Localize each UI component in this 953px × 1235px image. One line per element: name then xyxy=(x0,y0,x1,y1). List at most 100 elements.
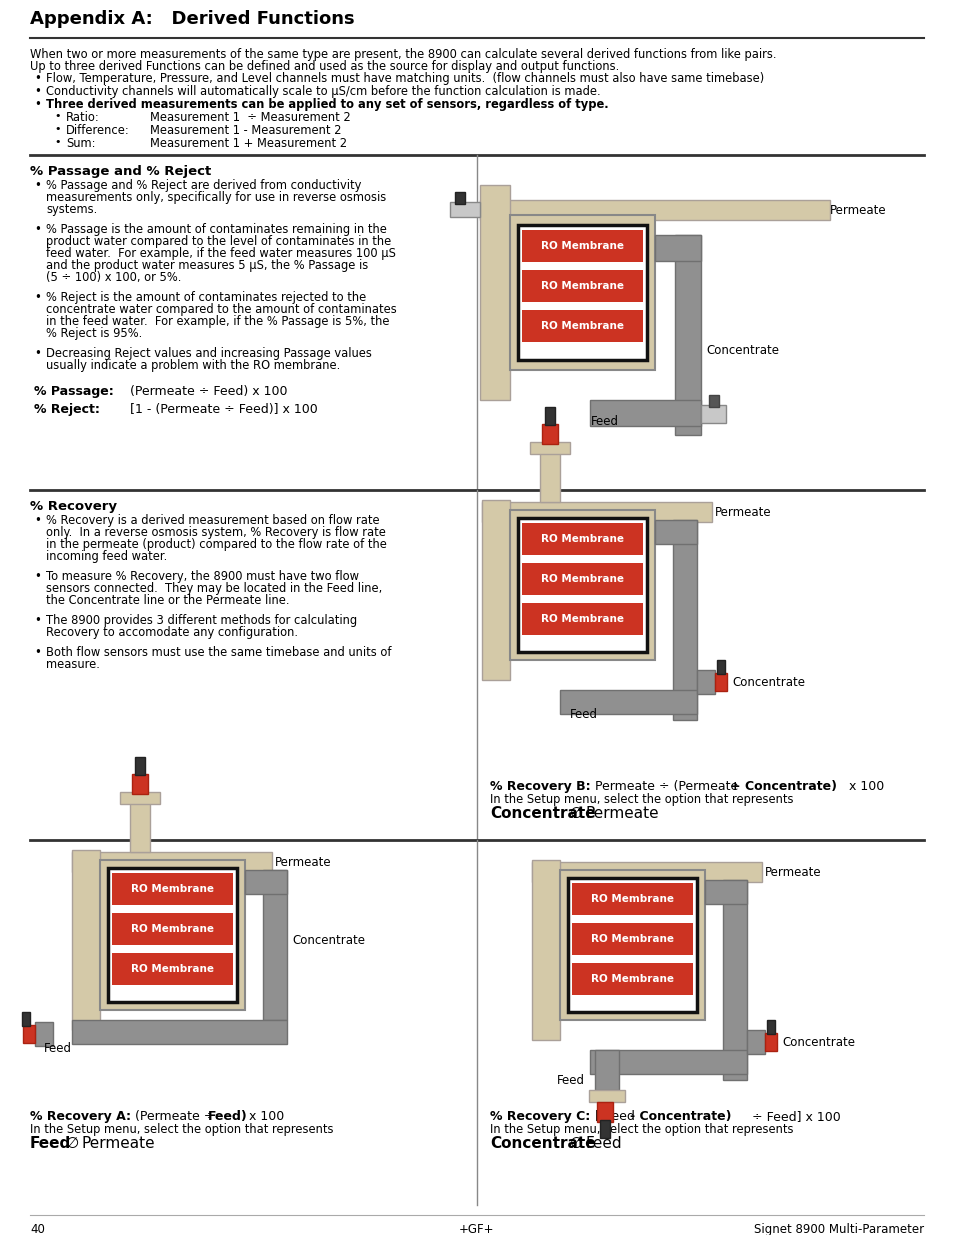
Bar xyxy=(112,953,233,986)
Bar xyxy=(589,1050,746,1074)
Text: Feed: Feed xyxy=(590,415,618,429)
Text: % Recovery A:: % Recovery A: xyxy=(30,1110,131,1123)
Text: •: • xyxy=(34,614,41,627)
Text: Concentrate: Concentrate xyxy=(781,1035,854,1049)
Text: •: • xyxy=(54,137,60,147)
Text: [1 - (Permeate ÷ Feed)] x 100: [1 - (Permeate ÷ Feed)] x 100 xyxy=(130,403,317,416)
Text: Permeate: Permeate xyxy=(82,1136,155,1151)
Text: RO Membrane: RO Membrane xyxy=(131,965,213,974)
Text: ÷ Feed] x 100: ÷ Feed] x 100 xyxy=(747,1110,840,1123)
Text: % Recovery C:: % Recovery C: xyxy=(490,1110,590,1123)
Text: % Reject is 95%.: % Reject is 95%. xyxy=(46,327,142,340)
Text: RO Membrane: RO Membrane xyxy=(540,534,623,543)
Bar xyxy=(521,522,642,555)
Text: + Concentrate): + Concentrate) xyxy=(729,781,836,793)
Bar xyxy=(746,1030,764,1053)
Bar xyxy=(764,1032,776,1051)
Bar xyxy=(766,1020,774,1034)
Text: Both flow sensors must use the same timebase and units of: Both flow sensors must use the same time… xyxy=(46,646,391,659)
Text: •: • xyxy=(34,291,41,304)
Text: ∅: ∅ xyxy=(569,806,582,821)
Bar xyxy=(455,191,464,204)
Bar xyxy=(595,1050,618,1091)
Text: measure.: measure. xyxy=(46,658,100,671)
Bar xyxy=(120,792,160,804)
Text: RO Membrane: RO Membrane xyxy=(131,924,213,934)
Text: Flow, Temperature, Pressure, and Level channels must have matching units.  (flow: Flow, Temperature, Pressure, and Level c… xyxy=(46,72,763,85)
Bar xyxy=(539,452,559,501)
Text: Measurement 1 + Measurement 2: Measurement 1 + Measurement 2 xyxy=(150,137,347,149)
Text: RO Membrane: RO Membrane xyxy=(540,282,623,291)
Text: •: • xyxy=(34,72,41,85)
Text: and the product water measures 5 μS, the % Passage is: and the product water measures 5 μS, the… xyxy=(46,259,368,272)
Text: % Reject is the amount of contaminates rejected to the: % Reject is the amount of contaminates r… xyxy=(46,291,366,304)
Text: RO Membrane: RO Membrane xyxy=(540,321,623,331)
Text: usually indicate a problem with the RO membrane.: usually indicate a problem with the RO m… xyxy=(46,359,340,372)
Text: Three derived measurements can be applied to any set of sensors, regardless of t: Three derived measurements can be applie… xyxy=(46,98,608,111)
Text: Feed: Feed xyxy=(30,1136,71,1151)
Text: In the Setup menu, select the option that represents: In the Setup menu, select the option tha… xyxy=(30,1123,334,1136)
Text: Difference:: Difference: xyxy=(66,124,130,137)
Bar xyxy=(559,690,697,714)
Text: 40: 40 xyxy=(30,1223,45,1235)
Text: Permeate: Permeate xyxy=(829,204,885,216)
Text: Feed: Feed xyxy=(557,1073,584,1087)
Bar xyxy=(100,860,245,1010)
Text: Permeate: Permeate xyxy=(764,866,821,878)
Text: only.  In a reverse osmosis system, % Recovery is flow rate: only. In a reverse osmosis system, % Rec… xyxy=(46,526,385,538)
Text: Concentrate: Concentrate xyxy=(705,343,779,357)
Bar xyxy=(132,774,148,794)
Text: x 100: x 100 xyxy=(245,1110,284,1123)
Text: In the Setup menu, select the option that represents: In the Setup menu, select the option tha… xyxy=(490,793,793,806)
Text: Ratio:: Ratio: xyxy=(66,111,100,124)
Bar xyxy=(530,442,569,454)
Bar xyxy=(71,1020,287,1044)
Text: Feed: Feed xyxy=(44,1041,71,1055)
Text: x 100: x 100 xyxy=(844,781,883,793)
Text: % Passage is the amount of contaminates remaining in the: % Passage is the amount of contaminates … xyxy=(46,224,387,236)
Bar xyxy=(517,517,646,652)
Text: % Passage:: % Passage: xyxy=(34,385,113,398)
Bar xyxy=(655,235,700,261)
Text: RO Membrane: RO Membrane xyxy=(590,974,673,984)
Bar xyxy=(697,671,714,694)
Text: The 8900 provides 3 different methods for calculating: The 8900 provides 3 different methods fo… xyxy=(46,614,356,627)
Text: RO Membrane: RO Membrane xyxy=(131,884,213,894)
Text: •: • xyxy=(34,646,41,659)
Bar xyxy=(71,850,100,1030)
Text: RO Membrane: RO Membrane xyxy=(590,894,673,904)
Bar xyxy=(567,878,697,1011)
Text: % Recovery: % Recovery xyxy=(30,500,117,513)
Text: RO Membrane: RO Membrane xyxy=(590,934,673,944)
Bar xyxy=(112,913,233,945)
Bar xyxy=(717,659,724,674)
Bar xyxy=(22,1011,30,1026)
Text: •: • xyxy=(34,85,41,98)
Bar xyxy=(541,424,558,445)
Text: RO Membrane: RO Membrane xyxy=(540,241,623,251)
Text: When two or more measurements of the same type are present, the 8900 can calcula: When two or more measurements of the sam… xyxy=(30,48,776,61)
Bar xyxy=(245,869,287,894)
Bar xyxy=(599,1120,609,1137)
Text: •: • xyxy=(54,111,60,121)
Bar xyxy=(263,869,287,1020)
Text: •: • xyxy=(34,347,41,359)
Text: Conductivity channels will automatically scale to μS/cm before the function calc: Conductivity channels will automatically… xyxy=(46,85,600,98)
Text: Decreasing Reject values and increasing Passage values: Decreasing Reject values and increasing … xyxy=(46,347,372,359)
Text: Permeate ÷ (Permeate: Permeate ÷ (Permeate xyxy=(595,781,741,793)
Bar xyxy=(135,757,145,776)
Bar xyxy=(71,852,272,872)
Bar xyxy=(481,501,711,522)
Bar xyxy=(108,868,236,1002)
Text: [(Feed: [(Feed xyxy=(595,1110,639,1123)
Text: in the permeate (product) compared to the flow rate of the: in the permeate (product) compared to th… xyxy=(46,538,387,551)
Text: systems.: systems. xyxy=(46,203,97,216)
Text: Concentrate: Concentrate xyxy=(490,1136,595,1151)
Bar xyxy=(572,883,692,915)
Text: measurements only, specifically for use in reverse osmosis: measurements only, specifically for use … xyxy=(46,191,386,204)
Bar xyxy=(112,873,233,905)
Text: in the feed water.  For example, if the % Passage is 5%, the: in the feed water. For example, if the %… xyxy=(46,315,389,329)
Text: % Recovery B:: % Recovery B: xyxy=(490,781,590,793)
Text: Feed: Feed xyxy=(585,1136,622,1151)
Text: Permeate: Permeate xyxy=(714,505,771,519)
